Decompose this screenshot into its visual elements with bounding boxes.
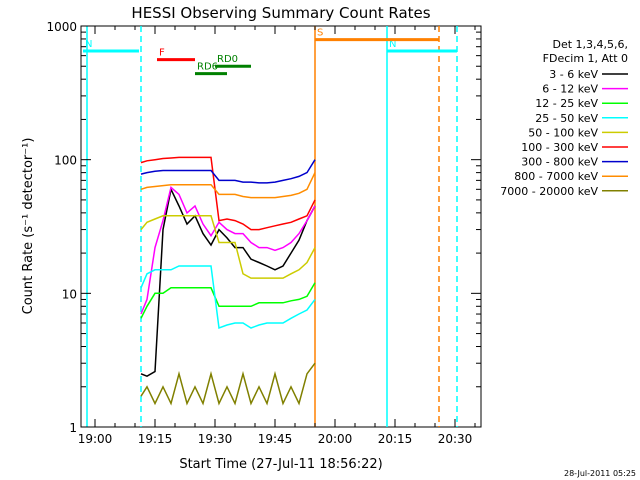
legend-header-line-2: FDecim 1, Att 0 bbox=[543, 52, 628, 65]
series-line-4 bbox=[140, 215, 316, 279]
series-line-6 bbox=[140, 159, 316, 184]
annotation-label-2: F bbox=[159, 48, 165, 59]
annotation-label-4: RD6 bbox=[197, 62, 218, 73]
legend-label-2: 12 - 25 keV bbox=[535, 97, 598, 110]
y-tick-label-2: 100 bbox=[54, 154, 77, 168]
legend-label-3: 25 - 50 keV bbox=[535, 112, 598, 125]
x-tick-label-2: 19:30 bbox=[198, 432, 233, 446]
legend-label-1: 6 - 12 keV bbox=[542, 83, 598, 96]
x-tick-label-1: 19:15 bbox=[138, 432, 173, 446]
legend: Det 1,3,4,5,6, FDecim 1, Att 0 3 - 6 keV… bbox=[500, 38, 628, 198]
annotation-label-3: RD0 bbox=[217, 54, 238, 65]
x-tick-label-6: 20:30 bbox=[438, 432, 473, 446]
series-line-3 bbox=[140, 265, 316, 330]
x-tick-label-3: 19:45 bbox=[258, 432, 293, 446]
y-tick-label-0: 1 bbox=[69, 421, 77, 435]
series-line-0 bbox=[140, 186, 316, 378]
series-line-8 bbox=[140, 362, 316, 406]
y-tick-label-3: 1000 bbox=[46, 20, 77, 34]
series-layer bbox=[140, 156, 316, 406]
vertical-markers bbox=[86, 26, 458, 427]
x-tick-label-4: 20:00 bbox=[318, 432, 353, 446]
y-axis: 1 10 100 1000 bbox=[46, 20, 481, 435]
series-line-5 bbox=[140, 156, 316, 231]
x-tick-label-0: 19:00 bbox=[78, 432, 113, 446]
chart-title: HESSI Observing Summary Count Rates bbox=[131, 4, 430, 22]
annotation-label-5: S bbox=[317, 28, 323, 39]
series-line-7 bbox=[140, 172, 316, 199]
legend-header-line-1: Det 1,3,4,5,6, bbox=[552, 38, 628, 51]
timestamp: 28-Jul-2011 05:25 bbox=[564, 469, 636, 478]
annotation-label-1: N bbox=[389, 39, 396, 50]
annotation-label-0: N bbox=[85, 39, 92, 50]
series-line-2 bbox=[140, 282, 316, 319]
x-axis: 19:00 19:15 19:30 19:45 20:00 20:15 20:30 bbox=[78, 26, 476, 446]
legend-label-4: 50 - 100 keV bbox=[528, 126, 598, 139]
legend-label-0: 3 - 6 keV bbox=[549, 68, 598, 81]
plot-frame bbox=[80, 25, 482, 428]
x-axis-label: Start Time (27-Jul-11 18:56:22) bbox=[179, 457, 382, 472]
y-axis-label: Count Rate (s⁻¹ detector⁻¹) bbox=[21, 138, 36, 315]
legend-label-8: 7000 - 20000 keV bbox=[500, 185, 598, 198]
legend-label-5: 100 - 300 keV bbox=[521, 141, 598, 154]
series-line-1 bbox=[140, 186, 316, 315]
y-tick-label-1: 10 bbox=[62, 287, 77, 301]
x-tick-label-5: 20:15 bbox=[378, 432, 413, 446]
legend-label-6: 300 - 800 keV bbox=[521, 156, 598, 169]
legend-label-7: 800 - 7000 keV bbox=[514, 170, 598, 183]
